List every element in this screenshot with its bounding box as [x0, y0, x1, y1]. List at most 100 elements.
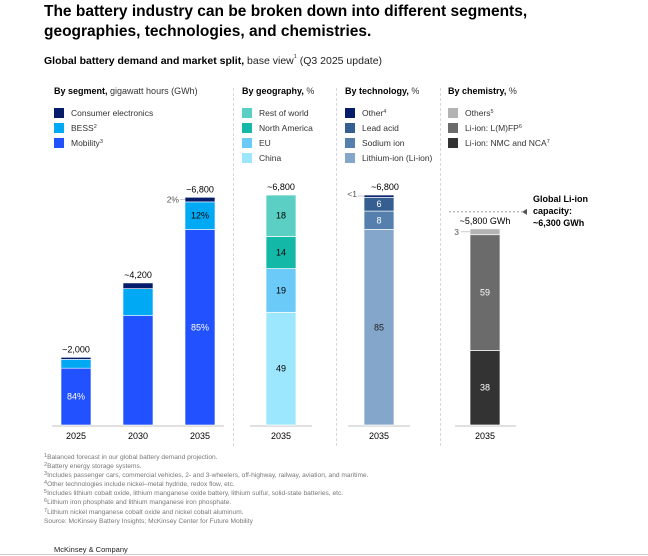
footnote-text: Includes passenger cars, commercial vehi… [47, 472, 369, 480]
legend-swatch [54, 137, 64, 148]
footnote: 7Lithium nickel manganese cobalt oxide a… [44, 508, 368, 517]
legend-label: Rest of world [259, 107, 309, 118]
footnote-ref: 3 [99, 138, 103, 145]
x-tick-label: 2025 [66, 431, 86, 441]
subtitle-bold: Global battery demand and market split, [44, 55, 245, 67]
footnote-num: 5 [44, 489, 48, 496]
legend-label: BESS [71, 122, 94, 133]
footnote-num: 3 [44, 471, 48, 478]
total-label: ~6,800 [267, 182, 295, 192]
legend-label: Mobility [71, 137, 100, 148]
data-label: 2% [167, 194, 180, 204]
bar-segment-china [265, 311, 297, 426]
panel-divider [336, 88, 337, 446]
bar-segment-li-ion-nmc-and-nca [469, 350, 501, 426]
x-tick-label: 2030 [128, 431, 148, 441]
data-label: 12% [191, 211, 209, 221]
panel-heading-geography: By geography, % [242, 86, 314, 96]
legend-item: Lithium-ion (Li-ion) [345, 150, 432, 165]
footnote-ref: 6 [518, 123, 522, 130]
legend-swatch [345, 152, 355, 163]
data-label: 8 [376, 215, 381, 225]
data-label: 18 [276, 211, 286, 221]
legend-swatch [345, 107, 355, 118]
legend-item: Consumer electronics [54, 105, 153, 120]
legend-item: Others 5 [448, 105, 550, 120]
footnote-num: 1 [44, 453, 48, 459]
capacity-annotation: Global Li-ion [533, 194, 588, 204]
subtitle-tail: (Q3 2025 update) [296, 55, 383, 67]
chart-subtitle: Global battery demand and market split, … [44, 54, 383, 67]
footnote: 4Other technologies include nickel–metal… [44, 480, 368, 489]
total-label: ~6,800 [186, 184, 214, 194]
legend-swatch [345, 137, 355, 148]
capacity-annotation: ~6,300 GWh [533, 218, 584, 228]
legend-label: Others [465, 107, 491, 118]
arrow-left-icon [522, 208, 527, 215]
data-label: 84% [67, 392, 85, 402]
bar-segment-others [469, 228, 501, 236]
panel-divider [440, 88, 441, 446]
legend-item: Li-ion: L(M)FP 6 [448, 120, 550, 135]
legend-swatch [54, 122, 64, 133]
bar-segment-mobility-2025 [60, 367, 92, 426]
heading-bold: By geography, [242, 86, 304, 96]
bar-segment-consumer-electronics-2035 [184, 197, 216, 203]
legend-chemistry: Others 5 Li-ion: L(M)FP 6 Li-ion: NMC and … [448, 105, 550, 150]
data-label: 6 [376, 199, 381, 209]
heading-unit: gigawatt hours (GWh) [107, 86, 198, 96]
footnote-num: 7 [44, 507, 48, 514]
footnote: 3Includes passenger cars, commercial veh… [44, 471, 368, 480]
bar-segment-bess-2025 [60, 359, 92, 369]
footnote: 1Balanced forecast in our global battery… [44, 453, 368, 462]
legend-item: EU [242, 135, 313, 150]
x-tick-label: 2035 [369, 431, 389, 441]
legend-item: Other 4 [345, 105, 432, 120]
panel-heading-segment: By segment, gigawatt hours (GWh) [54, 86, 198, 96]
footnote-ref: 2 [93, 123, 97, 130]
footnotes: 1Balanced forecast in our global battery… [44, 453, 368, 526]
heading-bold: By technology, [345, 86, 409, 96]
legend-label: Lithium-ion (Li-ion) [362, 152, 433, 163]
footnote-ref: 7 [546, 138, 550, 145]
heading-unit: % [303, 86, 315, 96]
data-label: 59 [480, 288, 490, 298]
bar-segment-other [363, 194, 395, 198]
total-label: ~2,000 [62, 344, 90, 354]
legend-swatch [345, 122, 355, 133]
x-tick-label: 2035 [190, 431, 210, 441]
footnote-text: Includes lithium cobalt oxide, lithium m… [47, 490, 344, 498]
subtitle-footnote-ref: 1 [293, 54, 297, 60]
legend-item: China [242, 150, 313, 165]
footnote: 2Battery energy storage systems. [44, 462, 368, 471]
heading-unit: % [506, 86, 517, 96]
legend-swatch [242, 107, 252, 118]
bar-segment-lithium-ion-li-ion [363, 229, 395, 426]
legend-label: Consumer electronics [71, 107, 154, 118]
footnote-num: 2 [44, 462, 48, 469]
panel-heading-chemistry: By chemistry, % [448, 86, 517, 96]
capacity-annotation: capacity: [533, 206, 572, 216]
bar-segment-rest-of-world [265, 194, 297, 237]
legend-item: Mobility 3 [54, 135, 153, 150]
legend-geography: Rest of world North America EU China [242, 105, 313, 165]
footnote-ref: 4 [383, 108, 387, 115]
total-label: ~5,800 GWh [460, 216, 511, 226]
data-label: 3 [454, 227, 459, 237]
legend-swatch [448, 107, 458, 118]
legend-item: Sodium ion [345, 135, 432, 150]
bar-segment-bess-2035 [184, 201, 216, 230]
legend-label: Li-ion: L(M)FP [465, 122, 519, 133]
legend-item: Lead acid [345, 120, 432, 135]
legend-technology: Other 4 Lead acid Sodium ion Lithium-ion … [345, 105, 432, 165]
footnote-text: Other technologies include nickel–metal … [47, 481, 235, 489]
footnote-num: 6 [44, 498, 48, 505]
data-label: 85 [374, 322, 384, 332]
bar-segment-consumer-electronics-2030 [122, 282, 154, 289]
data-label: 19 [276, 285, 286, 295]
legend-swatch [242, 152, 252, 163]
total-label: ~4,200 [124, 270, 152, 280]
data-label: 14 [276, 248, 286, 258]
source-note: Source: McKinsey Battery Insights; McKin… [44, 517, 368, 526]
footer-brand: McKinsey & Company [54, 545, 128, 554]
